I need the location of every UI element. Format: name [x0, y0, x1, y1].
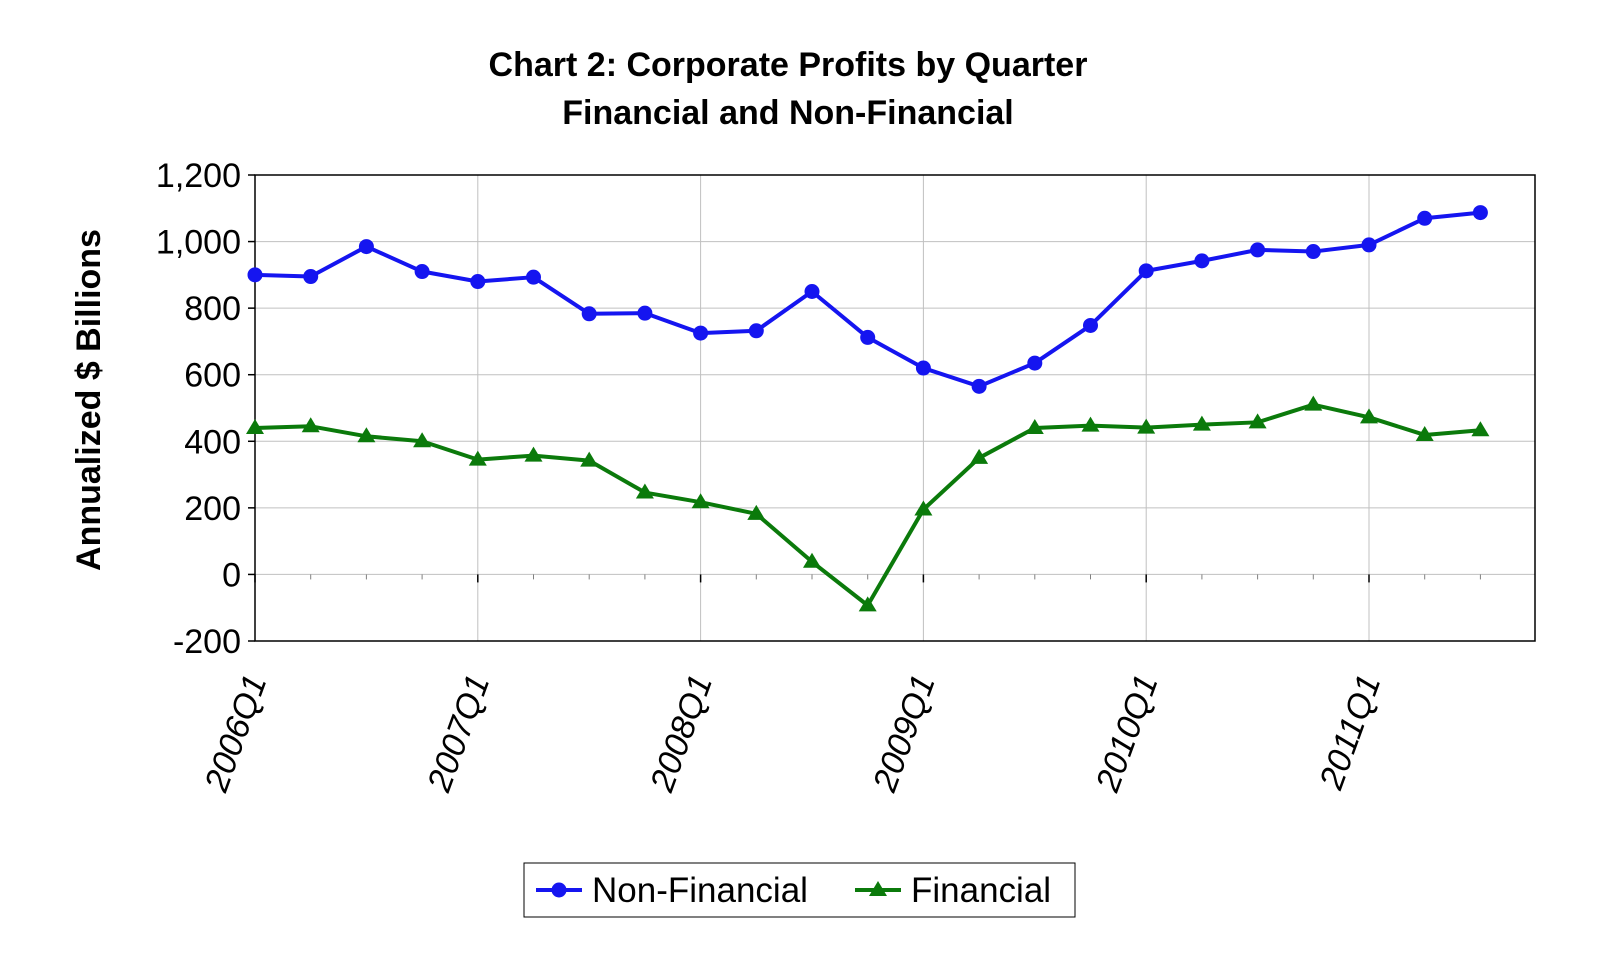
y-tick-label: 1,000: [156, 224, 241, 262]
legend-financial-label: Financial: [911, 871, 1051, 910]
non-financial-point: [915, 360, 931, 376]
non-financial-point: [470, 274, 486, 290]
non-financial-point: [581, 306, 597, 322]
legend-financial-marker: [869, 881, 887, 896]
financial-point: [1192, 415, 1211, 431]
non-financial-point: [971, 378, 987, 394]
financial-point: [914, 500, 933, 516]
non-financial-point: [693, 325, 709, 341]
non-financial-point: [1305, 244, 1321, 260]
non-financial-line: [254, 210, 1481, 389]
non-financial-point: [1027, 355, 1043, 371]
non-financial-point: [1138, 263, 1154, 279]
x-tick-label: 2006Q1: [197, 670, 274, 798]
plot-area-border: [254, 174, 1536, 642]
y-tick-label: -200: [173, 623, 241, 661]
financial-point: [301, 417, 320, 433]
legend: Non-Financial Financial: [523, 862, 1076, 918]
non-financial-point: [1472, 205, 1488, 221]
non-financial-point: [637, 305, 653, 321]
financial-point: [1081, 416, 1100, 432]
non-financial-point: [1417, 210, 1433, 226]
non-financial-point: [860, 329, 876, 345]
financial-point: [1025, 418, 1044, 434]
financial-point: [1471, 421, 1490, 437]
chart-title: Chart 2: Corporate Profits by Quarter: [489, 46, 1088, 84]
legend-non-financial-label: Non-Financial: [592, 871, 808, 910]
x-tick-label: 2008Q1: [643, 670, 720, 798]
non-financial-point: [358, 239, 374, 255]
financial-point: [691, 493, 710, 509]
y-tick-label: 200: [184, 490, 241, 528]
y-tick-label: 600: [184, 357, 241, 395]
financial-point: [1304, 395, 1323, 411]
financial-point: [970, 448, 989, 464]
non-financial-point: [1250, 242, 1266, 258]
financial-point: [1360, 408, 1378, 424]
non-financial-point: [247, 267, 263, 283]
x-tick-label: 2011Q1: [1312, 670, 1389, 795]
y-tick-label: 1,200: [156, 157, 241, 195]
non-financial-point: [1083, 317, 1098, 333]
non-financial-point: [526, 269, 541, 285]
x-tick-label: 2007Q1: [420, 670, 497, 798]
financial-point: [580, 451, 599, 467]
gridlines: [255, 174, 1535, 642]
non-financial-point: [414, 264, 430, 280]
legend-box: [523, 862, 1076, 918]
financial-point: [858, 596, 877, 612]
financial-point: [1137, 418, 1156, 434]
financial-point: [357, 427, 376, 443]
financial-point: [803, 552, 821, 568]
y-axis-ticks: -200 0 200 400 600 800 1,000 1,200: [156, 157, 255, 661]
financial-point: [246, 418, 264, 434]
chart-subtitle: Financial and Non-Financial: [562, 94, 1014, 132]
financial-point: [1248, 413, 1267, 429]
y-tick-label: 0: [222, 556, 241, 594]
y-tick-label: 400: [184, 423, 241, 461]
non-financial-point: [748, 323, 764, 339]
financial-point: [747, 504, 766, 520]
x-tick-label: 2010Q1: [1088, 670, 1165, 798]
legend-non-financial-marker: [551, 882, 567, 898]
series-lines: [246, 205, 1490, 612]
y-axis-label: Annualized $ Billions: [70, 229, 108, 571]
x-tick-label: 2009Q1: [865, 670, 942, 798]
y-tick-label: 800: [184, 290, 241, 328]
financial-point: [468, 450, 487, 466]
financial-point: [635, 483, 654, 499]
non-financial-point: [804, 284, 820, 299]
x-axis-ticks: 2006Q1 2007Q1 2008Q1 2009Q1 2010Q1 2011Q1: [197, 574, 1481, 798]
non-financial-point: [1194, 253, 1210, 269]
non-financial-point: [303, 269, 319, 285]
financial-point: [1415, 425, 1434, 441]
financial-point: [524, 446, 543, 462]
financial-point: [413, 432, 432, 448]
non-financial-point: [1361, 237, 1377, 253]
